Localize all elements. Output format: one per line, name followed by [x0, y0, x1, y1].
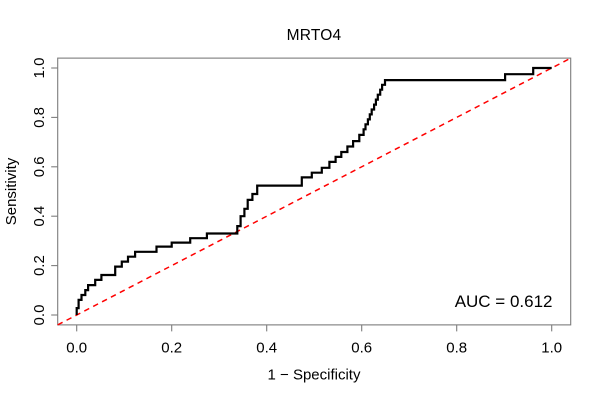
auc-annotation: AUC = 0.612: [455, 292, 553, 311]
chance-diagonal-line: [57, 57, 572, 326]
x-tick-label: 0.6: [351, 340, 372, 357]
roc-curve: [75, 66, 552, 315]
y-axis-label: Sensitivity: [3, 157, 20, 225]
plot-frame: [57, 57, 572, 326]
y-tick-label: 0.4: [31, 206, 48, 227]
x-tick-label: 1.0: [541, 340, 562, 357]
y-tick-label: 0.0: [31, 305, 48, 326]
x-tick-label: 0.8: [446, 340, 467, 357]
chart-title: MRTO4: [287, 27, 342, 44]
x-tick-label: 0.2: [161, 340, 182, 357]
x-tick-label: 0.0: [66, 340, 87, 357]
plot-area: 0.0 0.2 0.4 0.6 0.8 1.0 0.0 0.2 0.4 0.6 0.8 1.0: [31, 57, 572, 357]
y-tick-label: 0.8: [31, 107, 48, 128]
x-axis-label: 1 − Specificity: [268, 367, 361, 384]
x-tick-label: 0.4: [256, 340, 277, 357]
y-tick-label: 0.2: [31, 255, 48, 276]
y-tick-label: 0.6: [31, 156, 48, 177]
y-tick-label: 1.0: [31, 58, 48, 79]
